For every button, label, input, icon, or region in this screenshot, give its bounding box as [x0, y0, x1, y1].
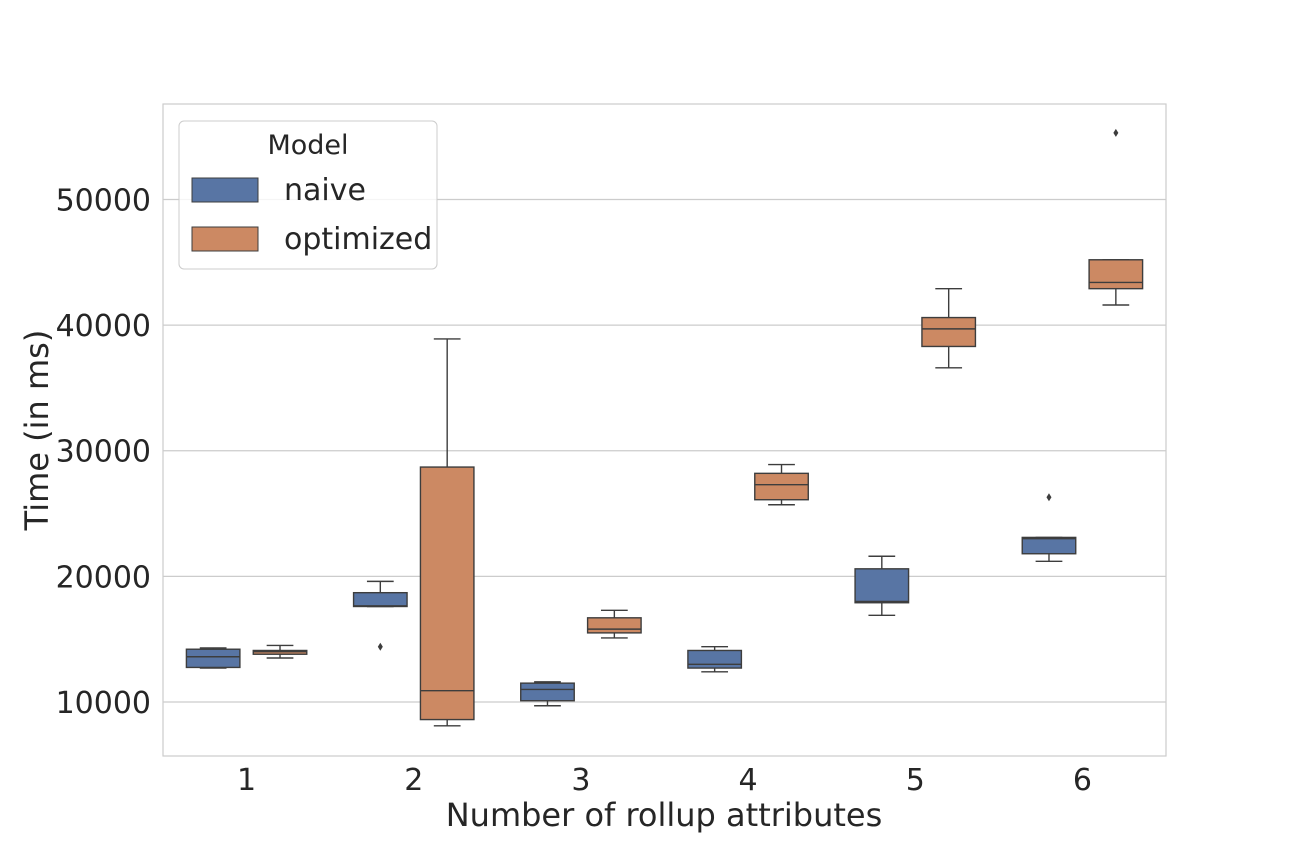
- box-optimized-6: [1088, 128, 1144, 306]
- box-naive-1: [185, 647, 241, 669]
- box-naive-2: [352, 580, 408, 651]
- iqr-box: [1021, 536, 1077, 555]
- grid-lines: [163, 198, 1166, 703]
- x-tick-label-2: 2: [404, 763, 423, 798]
- box-optimized-3: [586, 609, 642, 639]
- iqr-box: [586, 617, 642, 634]
- legend-title: Model: [267, 130, 348, 161]
- box-naive-4: [687, 646, 743, 673]
- iqr-box: [854, 568, 910, 604]
- box-naive-5: [854, 555, 910, 616]
- x-tick-label-3: 3: [571, 763, 590, 798]
- legend-label-naive: naive: [284, 173, 366, 208]
- outlier-point: [377, 642, 383, 651]
- box-optimized-4: [754, 463, 809, 506]
- plot-frame: [162, 103, 1167, 757]
- box-optimized-2: [419, 338, 475, 727]
- iqr-box: [921, 316, 977, 348]
- iqr-box: [185, 648, 241, 669]
- y-tick-label-20000: 20000: [56, 560, 151, 595]
- iqr-box: [520, 682, 575, 702]
- legend-swatch-optimized: [191, 226, 259, 252]
- box-optimized-5: [921, 287, 977, 369]
- y-tick-label-30000: 30000: [56, 435, 151, 470]
- box-optimized-1: [252, 644, 308, 659]
- iqr-box: [419, 466, 475, 721]
- y-axis-label: Time (in ms): [18, 330, 56, 532]
- box-naive-6: [1021, 493, 1077, 562]
- iqr-box: [352, 591, 408, 608]
- outlier-point: [1113, 128, 1119, 137]
- iqr-box: [687, 649, 743, 669]
- boxes: [185, 128, 1144, 727]
- x-tick-label-4: 4: [739, 763, 758, 798]
- y-tick-label-10000: 10000: [56, 686, 151, 721]
- x-tick-label-5: 5: [906, 763, 925, 798]
- iqr-box: [1088, 259, 1144, 290]
- x-axis-label: Number of rollup attributes: [446, 796, 883, 834]
- x-tick-label-6: 6: [1073, 763, 1092, 798]
- x-tick-label-1: 1: [237, 763, 256, 798]
- legend-swatch-naive: [191, 177, 259, 203]
- y-tick-labels: 10000 20000 30000 40000 50000: [56, 183, 151, 721]
- box-naive-3: [520, 681, 575, 707]
- y-tick-label-50000: 50000: [56, 183, 151, 218]
- legend-label-optimized: optimized: [284, 222, 432, 257]
- outlier-point: [1046, 493, 1052, 502]
- iqr-box: [754, 472, 809, 501]
- y-tick-label-40000: 40000: [56, 309, 151, 344]
- x-tick-labels: 1 2 3 4 5 6: [237, 763, 1092, 798]
- legend: Model naive optimized: [178, 120, 438, 270]
